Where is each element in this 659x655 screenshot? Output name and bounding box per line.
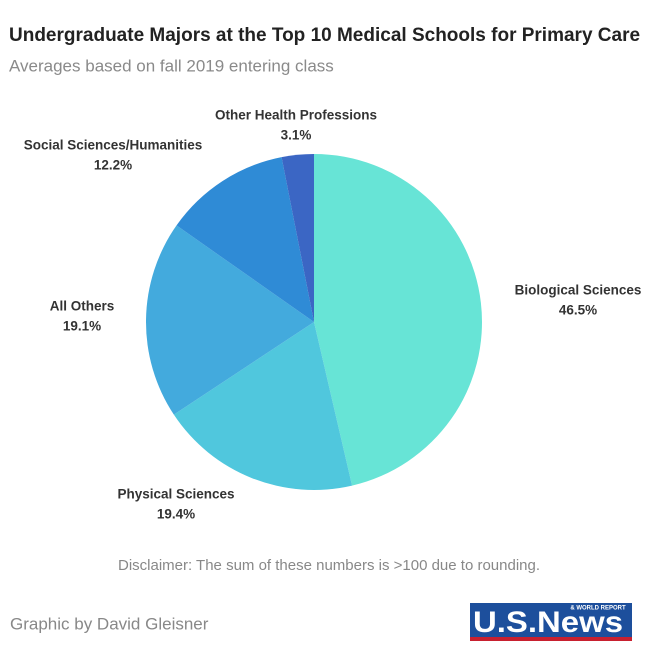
slice-label: Other Health Professions: [215, 108, 377, 123]
pie-slice: [145, 225, 314, 415]
chart-subtitle: Averages based on fall 2019 entering cla…: [9, 56, 334, 75]
pie-slice: [314, 154, 483, 486]
note: Disclaimer: The sum of these numbers is …: [118, 557, 540, 574]
value-label: 46.5%: [559, 303, 597, 318]
slice-label: Social Sciences/Humanities: [24, 138, 203, 153]
logo-box: [470, 603, 632, 637]
slice-label: Physical Sciences: [117, 487, 234, 502]
logo-subtext: & WORLD REPORT: [570, 606, 626, 612]
logo-text: U.S.News: [473, 606, 623, 639]
value-label: 19.4%: [157, 507, 195, 522]
value-label: 19.1%: [63, 319, 101, 334]
credit: Graphic by David Gleisner: [10, 614, 209, 633]
value-label: 12.2%: [94, 158, 132, 173]
slice-label: Biological Sciences: [515, 283, 642, 298]
value-label: 3.1%: [281, 128, 312, 143]
chart-title: Undergraduate Majors at the Top 10 Medic…: [9, 25, 640, 46]
logo: U.S.News & WORLD REPORT: [470, 603, 632, 641]
logo-stripe: [470, 637, 632, 641]
slice-label: All Others: [50, 299, 115, 314]
pie: [145, 154, 483, 490]
pie-slice: [281, 154, 314, 322]
pie-slice: [176, 157, 314, 322]
pie-slice: [173, 322, 353, 490]
